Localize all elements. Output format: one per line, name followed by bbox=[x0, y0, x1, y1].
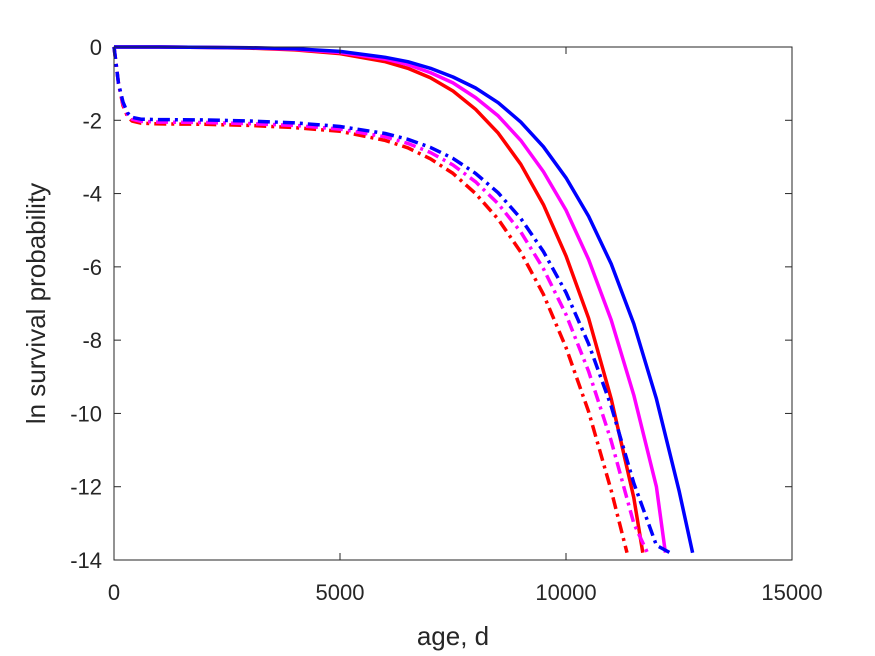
y-tick-label: -12 bbox=[70, 475, 102, 500]
series-line-3 bbox=[114, 45, 695, 554]
x-tick-label: 15000 bbox=[761, 580, 822, 605]
plot-area bbox=[112, 45, 695, 555]
x-tick-label: 10000 bbox=[535, 580, 596, 605]
series-line-6 bbox=[112, 46, 671, 555]
y-tick-label: -8 bbox=[82, 328, 102, 353]
y-axis: 0 -2 -4 -6 -8 -10 -12 -14 bbox=[70, 35, 792, 573]
x-tick-label: 5000 bbox=[316, 580, 365, 605]
axes-box bbox=[113, 46, 793, 561]
x-axis: 0 5000 10000 15000 bbox=[108, 47, 823, 605]
y-axis-label: ln survival probability bbox=[21, 183, 51, 424]
y-tick-label: -10 bbox=[70, 401, 102, 426]
series-line-1 bbox=[114, 45, 645, 553]
x-axis-label: age, d bbox=[417, 621, 489, 651]
y-tick-label: -2 bbox=[82, 108, 102, 133]
y-tick-label: -4 bbox=[82, 182, 102, 207]
y-tick-label: -14 bbox=[70, 548, 102, 573]
y-tick-label: -6 bbox=[82, 255, 102, 280]
y-tick-label: 0 bbox=[90, 35, 102, 60]
x-tick-label: 0 bbox=[108, 580, 120, 605]
